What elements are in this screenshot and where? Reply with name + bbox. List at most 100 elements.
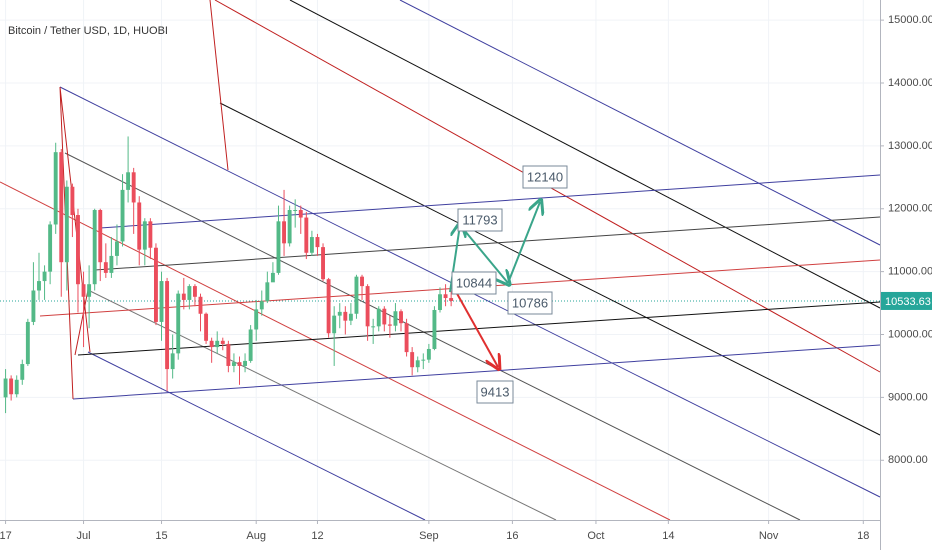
candle-body <box>309 237 314 253</box>
x-tick-label: 18 <box>857 530 869 542</box>
candle-body <box>276 221 281 273</box>
candle-body <box>131 172 136 203</box>
candle-body <box>37 281 41 291</box>
candle-body <box>282 221 286 244</box>
candle-body <box>115 241 119 256</box>
candle-body <box>181 293 186 300</box>
candle-body <box>376 308 381 327</box>
x-tick-label: Aug <box>246 530 266 542</box>
candle-body <box>237 362 242 366</box>
candle-body <box>259 301 264 310</box>
candle-body <box>220 340 225 344</box>
x-tick-label: 12 <box>311 530 323 542</box>
candle-body <box>165 281 170 370</box>
candle-body <box>410 352 415 368</box>
arrow <box>507 202 540 284</box>
drawings <box>0 0 881 521</box>
candle-body <box>64 186 69 263</box>
x-tick-label: 16 <box>506 530 518 542</box>
candle-body <box>3 378 8 398</box>
candle-body <box>426 348 431 360</box>
candle-body <box>348 313 353 321</box>
candle-body <box>243 360 248 366</box>
candle-body <box>76 215 80 285</box>
candle-body <box>59 152 64 263</box>
trend-line <box>94 216 881 271</box>
candle-body <box>371 326 376 328</box>
candle-body <box>70 186 75 216</box>
y-tick-label: 8000.00 <box>888 454 928 466</box>
x-tick-label: 14 <box>662 530 674 542</box>
annotation: 11793 <box>462 212 497 227</box>
candle-body <box>25 321 30 365</box>
candle-body <box>449 298 454 301</box>
candle-body <box>103 262 108 273</box>
arrow <box>454 289 498 367</box>
candle-body <box>343 311 348 321</box>
trend-line <box>99 174 881 229</box>
candle-body <box>443 294 448 299</box>
x-tick-label: Nov <box>759 530 779 542</box>
trend-line <box>289 0 881 309</box>
chart-title: Bitcoin / Tether USD, 1D, HUOBI <box>8 25 168 37</box>
candle-body <box>293 210 298 212</box>
candle-body <box>92 210 97 285</box>
candle-body <box>9 378 14 395</box>
candle-body <box>226 343 231 366</box>
candle-body <box>231 362 236 366</box>
annotation-box <box>507 291 553 315</box>
trend-line <box>87 289 557 521</box>
candle-body <box>321 247 325 280</box>
last-price-box <box>881 291 932 310</box>
annotation-box <box>451 271 497 295</box>
annotation: 12140 <box>527 169 563 184</box>
price-axis <box>880 0 932 550</box>
y-tick-label: 12000.00 <box>888 203 932 215</box>
x-tick-label: Jul <box>77 530 91 542</box>
trend-line <box>87 351 426 521</box>
candle-body <box>14 379 19 395</box>
y-tick-label: 9000.00 <box>888 391 928 403</box>
candle-body <box>399 311 403 324</box>
arrow <box>459 224 508 283</box>
candle-body <box>159 281 164 322</box>
y-tick-label: 10000.00 <box>888 328 932 340</box>
annotation-box <box>457 208 503 232</box>
candle-body <box>360 276 364 287</box>
candle-body <box>137 202 142 250</box>
candle-body <box>126 172 131 190</box>
candle-body <box>421 359 426 361</box>
y-tick-label: 15000.00 <box>888 14 932 26</box>
time-axis <box>0 520 880 550</box>
pitchfork-handle <box>59 86 91 400</box>
y-tick-label: 11000.00 <box>888 266 932 278</box>
candle-body <box>365 286 370 327</box>
candle-body <box>438 294 442 310</box>
candle-body <box>20 364 25 380</box>
annotation: 10844 <box>456 275 492 290</box>
candle-body <box>432 309 437 349</box>
candle-body <box>31 290 36 322</box>
candle-body <box>415 360 420 368</box>
candle-body <box>298 210 303 218</box>
candle-body <box>98 210 103 263</box>
x-tick-label: 17 <box>0 530 12 542</box>
candle-body <box>354 276 359 314</box>
candle-body <box>404 323 409 353</box>
candle-body <box>337 311 342 316</box>
trend-line <box>72 344 881 400</box>
candle-body <box>215 340 220 348</box>
candle-body <box>154 247 158 322</box>
candle-body <box>120 189 125 242</box>
candle-body <box>48 224 53 272</box>
trend-line <box>77 301 881 356</box>
y-tick-label: 13000.00 <box>888 140 932 152</box>
candle-body <box>265 282 270 302</box>
y-tick-label: 14000.00 <box>888 77 932 89</box>
candle-body <box>315 237 320 248</box>
candle-body <box>109 255 114 273</box>
annotation: 9413 <box>481 384 510 399</box>
candle-body <box>387 324 392 326</box>
candle-body <box>204 313 209 341</box>
